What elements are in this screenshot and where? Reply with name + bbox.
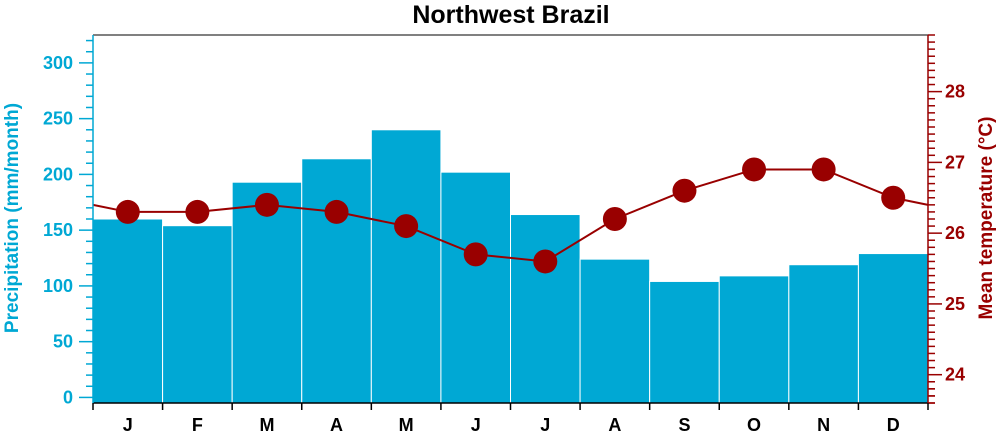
precip-bar-6 <box>440 171 511 404</box>
precip-bar-2 <box>162 225 233 404</box>
month-label-7: J <box>540 415 550 434</box>
month-label-12: D <box>887 415 900 434</box>
temperature-point-9 <box>672 178 697 203</box>
left-tick-label: 250 <box>43 109 73 129</box>
precip-bar-1 <box>92 218 164 404</box>
month-label-8: A <box>608 415 621 434</box>
month-label-2: F <box>192 415 203 434</box>
month-label-10: O <box>747 415 761 434</box>
temperature-point-8 <box>602 207 627 231</box>
right-axis: 24 25 26 27 28 <box>928 34 965 404</box>
temperature-point-1 <box>115 199 140 224</box>
right-tick-label: 28 <box>945 82 965 102</box>
precip-bar-10 <box>718 275 790 404</box>
month-label-1: J <box>123 415 133 434</box>
precip-bar-7 <box>510 214 581 404</box>
month-label-5: M <box>399 415 414 434</box>
temperature-point-6 <box>463 242 488 267</box>
precip-bar-5 <box>370 129 442 404</box>
left-tick-label: 50 <box>53 332 73 352</box>
temperature-point-7 <box>533 249 558 274</box>
month-label-6: J <box>471 415 481 434</box>
month-label-3: M <box>259 415 274 434</box>
left-tick-label: 150 <box>43 220 73 240</box>
left-tick-label: 300 <box>43 53 73 73</box>
month-label-4: A <box>330 415 343 434</box>
temperature-line-layer <box>92 157 929 274</box>
right-tick-label: 24 <box>945 365 965 385</box>
y-axis-left-label: Precipitation (mm/month) <box>2 103 23 333</box>
right-tick-label: 26 <box>945 223 965 243</box>
left-tick-label: 0 <box>63 387 73 407</box>
left-tick-label: 200 <box>43 164 73 184</box>
chart-title: Northwest Brazil <box>412 1 609 29</box>
right-tick-label: 25 <box>945 294 965 314</box>
temperature-point-4 <box>324 199 349 224</box>
month-label-9: S <box>678 415 690 434</box>
precip-bar-9 <box>649 280 720 404</box>
precip-bar-3 <box>231 181 303 404</box>
temperature-point-2 <box>185 199 210 224</box>
bars-layer <box>92 129 929 404</box>
month-label-11: N <box>817 415 830 434</box>
precip-bar-11 <box>788 264 859 404</box>
temperature-point-12 <box>881 185 906 210</box>
temperature-point-11 <box>811 157 836 182</box>
precip-bar-4 <box>301 158 372 404</box>
right-tick-label: 27 <box>945 152 965 172</box>
temperature-point-10 <box>742 157 767 182</box>
temperature-point-3 <box>254 192 279 217</box>
precip-bar-8 <box>579 258 651 404</box>
temperature-point-5 <box>394 214 419 239</box>
left-axis: 0 50 100 150 200 250 300 <box>43 39 93 407</box>
y-axis-right-label: Mean temperature (°C) <box>976 117 997 320</box>
precip-bar-12 <box>857 253 929 404</box>
left-tick-label: 100 <box>43 276 73 296</box>
